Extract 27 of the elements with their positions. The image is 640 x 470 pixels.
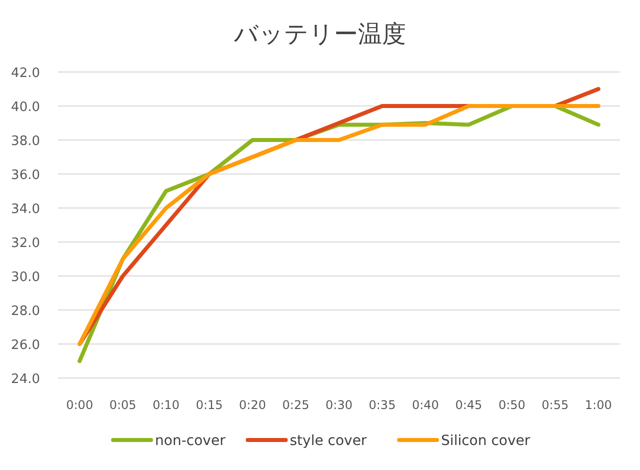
y-tick-label: 42.0 xyxy=(11,66,40,81)
legend-label: Silicon cover xyxy=(441,433,530,449)
x-tick-label: 0:25 xyxy=(282,398,310,412)
y-tick-label: 28.0 xyxy=(11,304,40,319)
x-tick-label: 0:35 xyxy=(368,398,396,412)
y-tick-label: 26.0 xyxy=(11,338,40,353)
x-tick-label: 0:10 xyxy=(152,398,180,412)
x-tick-label: 0:00 xyxy=(66,398,94,412)
x-tick-label: 0:45 xyxy=(455,398,482,412)
y-tick-label: 34.0 xyxy=(11,202,40,217)
y-tick-label: 36.0 xyxy=(11,168,40,183)
legend-label: style cover xyxy=(290,433,367,449)
x-tick-label: 0:40 xyxy=(412,398,439,412)
chart-title: バッテリー温度 xyxy=(233,20,406,48)
y-tick-label: 30.0 xyxy=(11,270,40,285)
y-tick-label: 24.0 xyxy=(11,372,40,387)
y-tick-label: 40.0 xyxy=(11,100,40,115)
y-tick-label: 38.0 xyxy=(11,134,40,149)
legend-label: non-cover xyxy=(155,433,226,449)
x-tick-label: 0:15 xyxy=(196,398,223,412)
x-tick-label: 0:20 xyxy=(239,398,266,412)
x-tick-label: 0:50 xyxy=(498,398,526,412)
x-tick-label: 0:30 xyxy=(326,398,352,412)
x-tick-label: 0:55 xyxy=(542,398,569,412)
x-tick-label: 1:00 xyxy=(584,398,612,412)
y-tick-label: 32.0 xyxy=(11,236,40,251)
x-tick-label: 0:05 xyxy=(109,398,136,412)
